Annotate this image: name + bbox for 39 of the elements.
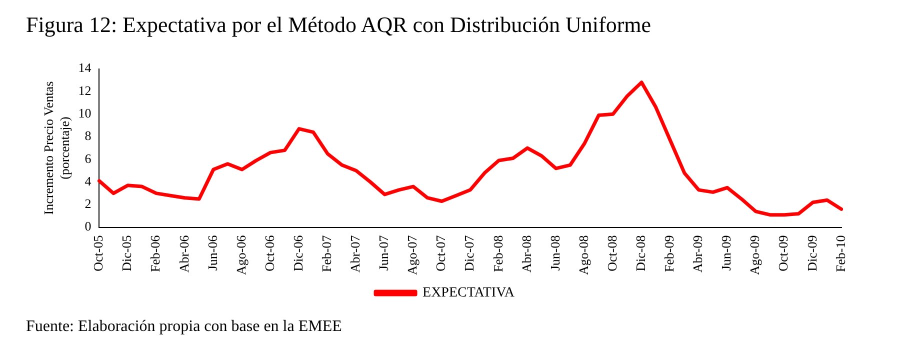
x-tick-label: Ago-07 [404, 234, 420, 275]
y-tick-label: 12 [78, 82, 92, 98]
y-axis-title: Incremento Precio Ventas (porcentaje) [41, 81, 72, 215]
x-tick-label: Dic-06 [290, 234, 306, 272]
source-note: Fuente: Elaboración propia con base en la EMEE [26, 318, 342, 336]
y-tick-label: 14 [78, 60, 92, 76]
x-tick-label: Feb-06 [148, 234, 163, 272]
x-tick-label: Dic-07 [462, 234, 477, 272]
x-tick-label: Ago-08 [576, 235, 591, 275]
x-tick-label: Jun-06 [204, 234, 220, 271]
x-tick-label: Dic-08 [633, 235, 648, 272]
x-tick-label: Oct-07 [433, 234, 448, 272]
chart-title: Figura 12: Expectativa por el Método AQR con Distribución Uniforme [26, 12, 652, 38]
x-tick-label: Jun-09 [718, 235, 734, 271]
x-tick-label: Feb-10 [832, 235, 848, 272]
legend-label: EXPECTATIVA [422, 286, 516, 301]
x-tick-label: Oct-09 [776, 235, 791, 272]
x-tick-label: Abr-09 [690, 235, 706, 273]
x-tick-label: Dic-05 [119, 235, 134, 272]
x-tick-label: Abr-06 [176, 234, 192, 273]
x-tick-label: Feb-08 [490, 235, 506, 272]
x-tick-label: Abr-08 [518, 235, 534, 273]
y-tick-label: 6 [84, 150, 92, 166]
x-tick-label: Oct-05 [90, 235, 106, 272]
x-tick-label: Ago-09 [747, 235, 762, 275]
x-tick-label: Feb-09 [662, 235, 677, 272]
y-tick-label: 8 [84, 128, 92, 144]
x-tick-label: Dic-09 [804, 235, 820, 272]
y-tick-label: 2 [84, 196, 92, 212]
x-tick-label: Oct-08 [604, 235, 620, 272]
x-tick-label: Jun-07 [376, 234, 392, 271]
x-tick-label: Oct-06 [262, 234, 277, 272]
y-tick-label: 0 [84, 218, 92, 234]
x-tick-label: Ago-06 [233, 234, 248, 275]
x-tick-label: Abr-07 [348, 234, 363, 273]
y-tick-label: 10 [78, 106, 92, 121]
y-tick-label: 4 [84, 173, 92, 188]
x-tick-label: Feb-07 [318, 234, 334, 272]
x-tick-label: Jun-08 [547, 235, 562, 271]
